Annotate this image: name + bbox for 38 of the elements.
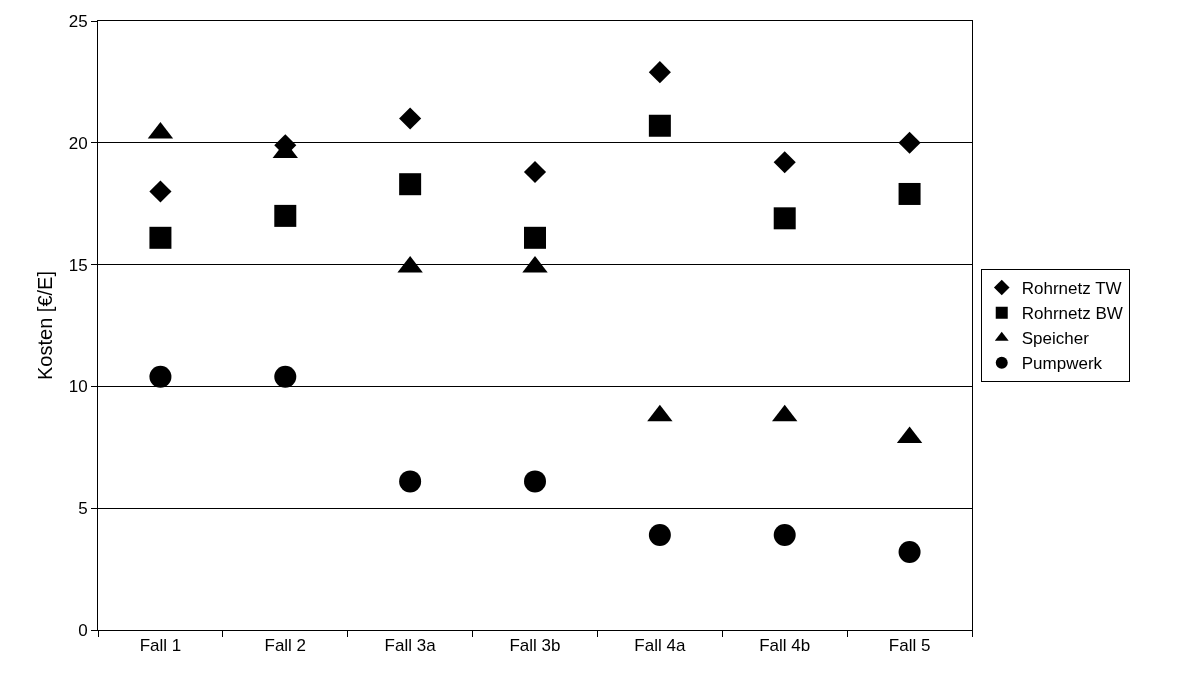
legend-label: Speicher (1021, 329, 1090, 349)
y-tick-label: 20 (68, 133, 88, 153)
y-tick-label: 5 (78, 499, 88, 519)
point (648, 524, 671, 546)
point (648, 61, 671, 84)
point (773, 524, 796, 546)
point (523, 160, 547, 184)
point (149, 365, 172, 388)
legend-label: Pumpwerk (1021, 354, 1103, 374)
point (149, 226, 172, 249)
point (524, 226, 546, 249)
point (274, 365, 297, 388)
y-tick-label: 25 (68, 11, 88, 31)
point (399, 470, 422, 493)
x-tick-label: Fall 5 (888, 636, 931, 656)
legend-label: Rohrnetz BW (1021, 304, 1123, 324)
legend-label: Rohrnetz TW (1021, 279, 1122, 299)
point (898, 131, 921, 154)
point (898, 541, 921, 564)
x-tick-label: Fall 2 (264, 636, 307, 656)
x-tick-label: Fall 1 (139, 636, 182, 656)
point (773, 207, 796, 230)
point (274, 204, 297, 227)
y-tick-label: 0 (78, 620, 88, 640)
y-tick-label: 10 (68, 377, 88, 397)
point (648, 114, 671, 137)
point (524, 470, 546, 493)
x-tick-label: Fall 3b (509, 636, 561, 656)
x-tick-label: Fall 4a (634, 636, 686, 656)
point (149, 180, 172, 203)
point (898, 182, 921, 205)
x-tick-label: Fall 3a (384, 636, 437, 656)
point (399, 173, 422, 196)
point (399, 107, 422, 130)
y-axis-title: Kosten [€/E] (34, 271, 57, 380)
y-tick-label: 15 (68, 255, 88, 275)
x-tick-label: Fall 4b (759, 636, 811, 656)
point (773, 151, 796, 174)
